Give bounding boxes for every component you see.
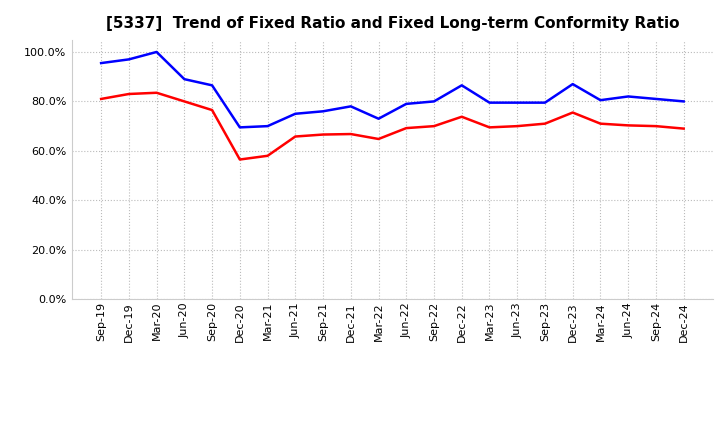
Fixed Long-term Conformity Ratio bbox=[374, 136, 383, 142]
Fixed Ratio bbox=[513, 100, 521, 105]
Fixed Long-term Conformity Ratio bbox=[652, 124, 660, 129]
Fixed Ratio bbox=[596, 98, 605, 103]
Title: [5337]  Trend of Fixed Ratio and Fixed Long-term Conformity Ratio: [5337] Trend of Fixed Ratio and Fixed Lo… bbox=[106, 16, 679, 32]
Fixed Long-term Conformity Ratio bbox=[485, 125, 494, 130]
Fixed Long-term Conformity Ratio bbox=[402, 125, 410, 131]
Fixed Long-term Conformity Ratio bbox=[235, 157, 244, 162]
Fixed Ratio bbox=[208, 83, 217, 88]
Fixed Ratio bbox=[346, 104, 355, 109]
Fixed Long-term Conformity Ratio bbox=[291, 134, 300, 139]
Fixed Long-term Conformity Ratio bbox=[319, 132, 328, 137]
Fixed Ratio bbox=[430, 99, 438, 104]
Fixed Ratio bbox=[568, 81, 577, 87]
Fixed Ratio bbox=[180, 77, 189, 82]
Fixed Ratio bbox=[541, 100, 549, 105]
Fixed Long-term Conformity Ratio bbox=[264, 153, 272, 158]
Fixed Ratio bbox=[96, 60, 105, 66]
Fixed Ratio bbox=[402, 101, 410, 106]
Fixed Long-term Conformity Ratio bbox=[513, 124, 521, 129]
Fixed Long-term Conformity Ratio bbox=[680, 126, 688, 131]
Fixed Long-term Conformity Ratio bbox=[153, 90, 161, 95]
Fixed Long-term Conformity Ratio bbox=[208, 107, 217, 113]
Fixed Ratio bbox=[125, 57, 133, 62]
Fixed Ratio bbox=[652, 96, 660, 102]
Fixed Long-term Conformity Ratio bbox=[541, 121, 549, 126]
Fixed Ratio bbox=[291, 111, 300, 117]
Line: Fixed Long-term Conformity Ratio: Fixed Long-term Conformity Ratio bbox=[101, 93, 684, 160]
Fixed Ratio bbox=[457, 83, 466, 88]
Fixed Ratio bbox=[264, 124, 272, 129]
Fixed Long-term Conformity Ratio bbox=[624, 123, 632, 128]
Fixed Long-term Conformity Ratio bbox=[457, 114, 466, 119]
Fixed Ratio bbox=[485, 100, 494, 105]
Fixed Long-term Conformity Ratio bbox=[430, 124, 438, 129]
Fixed Ratio bbox=[680, 99, 688, 104]
Line: Fixed Ratio: Fixed Ratio bbox=[101, 52, 684, 127]
Fixed Ratio bbox=[235, 125, 244, 130]
Fixed Long-term Conformity Ratio bbox=[96, 96, 105, 102]
Fixed Long-term Conformity Ratio bbox=[596, 121, 605, 126]
Fixed Ratio bbox=[374, 116, 383, 121]
Fixed Long-term Conformity Ratio bbox=[180, 99, 189, 104]
Fixed Ratio bbox=[624, 94, 632, 99]
Fixed Ratio bbox=[153, 49, 161, 55]
Fixed Long-term Conformity Ratio bbox=[346, 132, 355, 137]
Fixed Long-term Conformity Ratio bbox=[125, 92, 133, 97]
Fixed Ratio bbox=[319, 109, 328, 114]
Fixed Long-term Conformity Ratio bbox=[568, 110, 577, 115]
